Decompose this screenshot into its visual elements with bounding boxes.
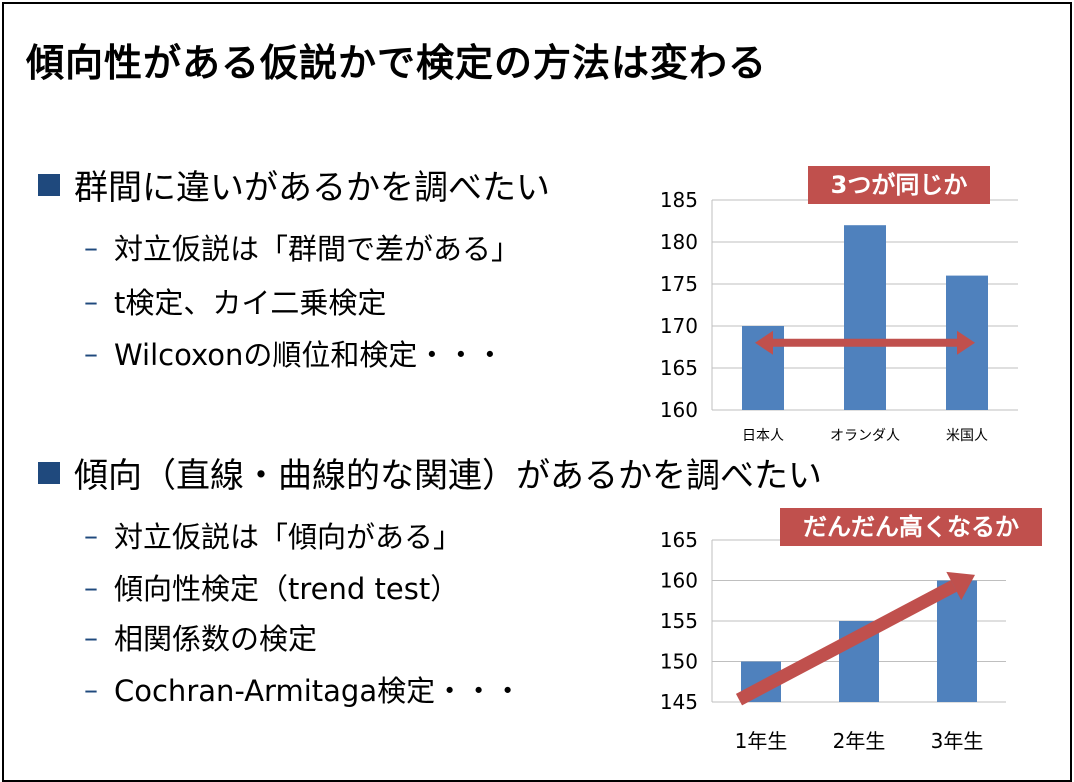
y-tick-label: 155 [660, 609, 698, 633]
dash-bullet-icon: – [84, 284, 98, 318]
y-tick-label: 150 [660, 650, 698, 674]
chart-label-text: 3つが同じか [831, 171, 968, 199]
y-tick-label: 165 [660, 356, 698, 380]
bullet-heading-2: 傾向（直線・曲線的な関連）があるかを調べたい [38, 448, 822, 497]
bar [937, 580, 977, 702]
sub-item: – 対立仮説は「傾向がある」 [84, 514, 462, 556]
chart-label-text: だんだん高くなるか [803, 513, 1019, 541]
sub-item-text: t検定、カイ二乗検定 [114, 286, 387, 320]
x-tick-label: 米国人 [946, 428, 988, 444]
trend-arrow-head [946, 571, 975, 601]
square-bullet-icon [38, 173, 60, 196]
trend-arrow-shaft [735, 580, 957, 706]
sub-item: – Cochran-Armitaga検定・・・ [84, 668, 522, 710]
dash-bullet-icon: – [84, 620, 98, 654]
y-tick-label: 165 [660, 528, 698, 552]
sub-item-text: 相関係数の検定 [114, 622, 318, 656]
sub-item-text: 対立仮説は「群間で差がある」 [114, 232, 521, 266]
sub-item-text: Wilcoxonの順位和検定・・・ [114, 338, 505, 372]
chart-group-comparison: 160 165 170 175 180 185 日本人 オランダ人 米国人 3つが同じか [660, 166, 1018, 444]
dash-bullet-icon: – [84, 570, 98, 604]
x-tick-label: 2年生 [833, 729, 886, 753]
y-tick-label: 170 [660, 314, 698, 338]
slide-title: 傾向性がある仮説かで検定の方法は変わる [26, 41, 768, 85]
y-tick-label: 160 [660, 398, 698, 422]
sub-item: – 対立仮説は「群間で差がある」 [84, 226, 520, 268]
sub-item: – t検定、カイ二乗検定 [84, 280, 386, 322]
dash-bullet-icon: – [84, 518, 98, 552]
y-tick-label: 185 [660, 188, 698, 212]
bar [844, 225, 886, 410]
bullet-heading-1: 群間に違いがあるかを調べたい [38, 160, 550, 209]
sub-item: – 相関係数の検定 [84, 616, 317, 658]
arrow-head-right [957, 330, 975, 355]
chart-label-box [808, 166, 990, 204]
dash-bullet-icon: – [84, 336, 98, 370]
x-tick-label: 1年生 [735, 729, 788, 753]
chart-label-box [780, 508, 1042, 546]
square-bullet-icon [38, 461, 60, 484]
sub-item-text: 傾向性検定（trend test） [114, 572, 460, 606]
dash-bullet-icon: – [84, 230, 98, 264]
chart-trend: 145 150 155 160 165 1年生 2年生 3年生 だんだん高くなるか [660, 508, 1042, 753]
x-tick-label: 日本人 [742, 428, 784, 444]
sub-item-text: 対立仮説は「傾向がある」 [114, 520, 463, 554]
sub-item: – Wilcoxonの順位和検定・・・ [84, 332, 504, 374]
bullet-heading-1-text: 群間に違いがあるかを調べたい [74, 168, 550, 208]
y-tick-label: 180 [660, 230, 698, 254]
y-tick-label: 160 [660, 569, 698, 593]
bullet-heading-2-text: 傾向（直線・曲線的な関連）があるかを調べたい [74, 456, 822, 496]
sub-item: – 傾向性検定（trend test） [84, 566, 459, 608]
arrow-head-left [755, 330, 773, 355]
dash-bullet-icon: – [84, 672, 98, 706]
x-tick-label: オランダ人 [830, 428, 900, 444]
y-tick-label: 175 [660, 272, 698, 296]
y-tick-label: 145 [660, 690, 698, 714]
sub-item-text: Cochran-Armitaga検定・・・ [114, 674, 523, 708]
x-tick-label: 3年生 [931, 729, 984, 753]
